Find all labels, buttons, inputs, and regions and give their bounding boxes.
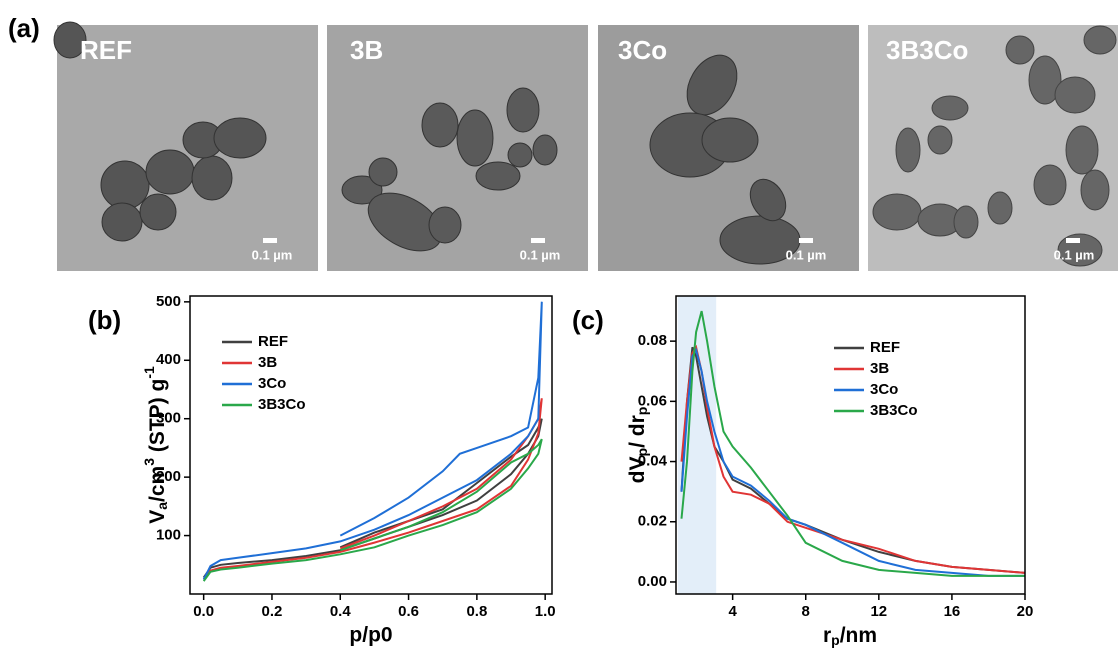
tem-label: 3B3Co bbox=[886, 35, 968, 65]
scale-bar-label: 0.1 µm bbox=[1054, 247, 1095, 262]
series-line bbox=[202, 398, 543, 581]
series-line bbox=[680, 346, 1026, 574]
legend-label: 3B bbox=[870, 360, 889, 377]
y-axis-label: Va/cm3 (STP) g-1 bbox=[141, 366, 170, 524]
x-tick-label: 1.0 bbox=[535, 603, 556, 620]
y-axis-label: dVp/ drp bbox=[626, 407, 650, 484]
x-tick-label: 4 bbox=[728, 603, 737, 620]
series-line bbox=[680, 310, 1025, 577]
legend-label: 3B3Co bbox=[870, 402, 918, 419]
tem-label: 3Co bbox=[618, 35, 667, 65]
y-tick-label: 0.00 bbox=[638, 573, 667, 590]
y-tick-label: 300 bbox=[156, 410, 181, 427]
legend-label: 3B bbox=[258, 354, 277, 371]
series-line bbox=[202, 301, 543, 580]
panel-label: (a) bbox=[8, 13, 40, 43]
legend-label: 3Co bbox=[870, 381, 898, 398]
panel-label: (b) bbox=[88, 305, 121, 335]
scale-bar-label: 0.1 µm bbox=[520, 247, 561, 262]
series-line bbox=[680, 347, 1025, 577]
x-tick-label: 0.0 bbox=[193, 603, 214, 620]
panel-label: (c) bbox=[572, 305, 604, 335]
series-line bbox=[202, 438, 543, 582]
x-tick-label: 20 bbox=[1017, 603, 1034, 620]
x-tick-label: 0.2 bbox=[262, 603, 283, 620]
legend-label: REF bbox=[258, 333, 288, 350]
scale-bar-label: 0.1 µm bbox=[252, 247, 293, 262]
series-line bbox=[680, 344, 1026, 574]
tem-label: 3B bbox=[350, 35, 383, 65]
x-tick-label: 0.8 bbox=[466, 603, 487, 620]
tem-image: 3Co 0.1 µm bbox=[598, 25, 859, 271]
tem-image: REF 0.1 µm bbox=[53, 21, 318, 271]
x-axis-label: rp/nm bbox=[823, 624, 877, 648]
x-tick-label: 8 bbox=[802, 603, 810, 620]
x-tick-label: 16 bbox=[944, 603, 961, 620]
series-line bbox=[202, 418, 543, 579]
tem-image: 3B3Co 0.1 µm bbox=[868, 25, 1118, 271]
plot-frame bbox=[675, 295, 1026, 595]
tem-image: 3B 0.1 µm bbox=[327, 25, 588, 271]
legend-label: REF bbox=[870, 339, 900, 356]
y-tick-label: 200 bbox=[156, 468, 181, 485]
plot-frame bbox=[189, 295, 553, 595]
x-tick-label: 0.6 bbox=[398, 603, 419, 620]
scale-bar-label: 0.1 µm bbox=[786, 247, 827, 262]
y-tick-label: 400 bbox=[156, 351, 181, 368]
x-axis-label: p/p0 bbox=[349, 624, 392, 647]
legend-label: 3B3Co bbox=[258, 396, 306, 413]
y-tick-label: 100 bbox=[156, 527, 181, 544]
tem-label: REF bbox=[80, 35, 132, 65]
y-tick-label: 500 bbox=[156, 293, 181, 310]
y-tick-label: 0.06 bbox=[638, 392, 667, 409]
x-tick-label: 0.4 bbox=[330, 603, 352, 620]
y-tick-label: 0.04 bbox=[638, 453, 668, 470]
y-tick-label: 0.02 bbox=[638, 513, 667, 530]
y-tick-label: 0.08 bbox=[638, 332, 667, 349]
x-tick-label: 12 bbox=[870, 603, 887, 620]
legend-label: 3Co bbox=[258, 375, 286, 392]
